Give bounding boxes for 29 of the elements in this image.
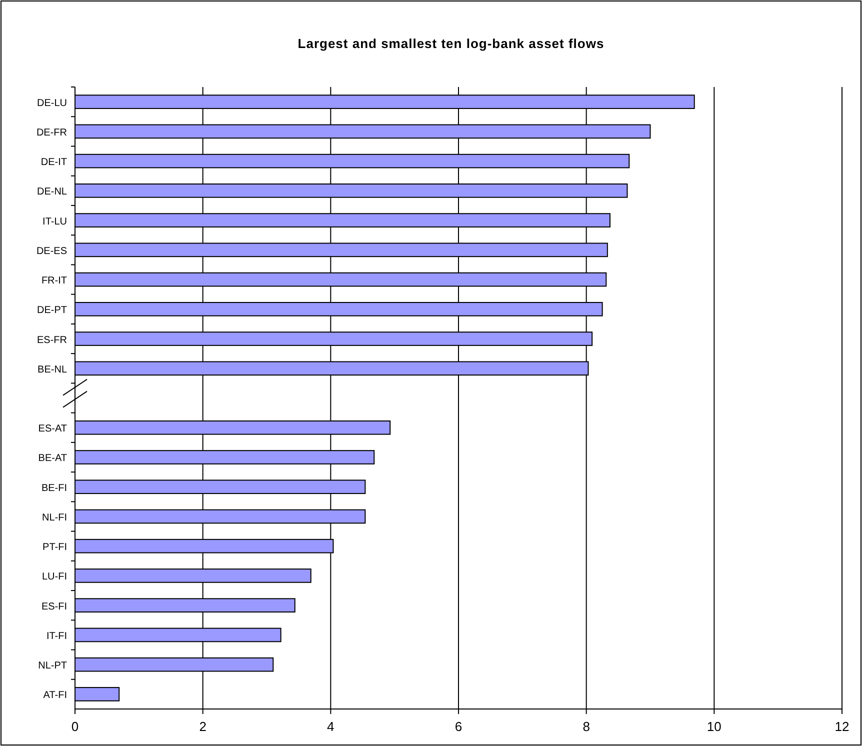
bar (74, 687, 120, 702)
y-tick-label: ES-AT (38, 424, 67, 435)
y-tick-label: AT-FI (43, 690, 67, 702)
y-tick-label: DE-NL (36, 186, 68, 198)
y-tick-label: NL-PT (38, 660, 67, 672)
y-tick-label: DE-LU (36, 98, 67, 109)
y-tick-label: ES-FI (41, 601, 67, 612)
y-tick-label: DE-ES (36, 246, 68, 257)
x-tick-label: 12 (834, 719, 850, 734)
x-tick-label: 8 (582, 719, 590, 734)
y-tick-label: PT-FI (42, 542, 67, 554)
y-tick-label: DE-PT (37, 305, 67, 316)
x-tick-label: 10 (706, 719, 722, 734)
x-tick-label: 6 (454, 719, 462, 734)
y-tick-label: ES-FR (37, 334, 67, 346)
x-tick-label: 2 (199, 719, 206, 734)
y-tick-label: NL-FI (42, 512, 67, 524)
chart-title: Largest and smallest ten log-bank asset flows (298, 36, 604, 51)
y-tick-label: IT-LU (42, 216, 67, 228)
y-tick-label: BE-NL (38, 364, 68, 376)
x-tick-label: 4 (327, 719, 334, 734)
y-tick-label: BE-FI (41, 482, 67, 494)
y-tick-label: DE-FR (36, 127, 67, 138)
y-tick-label: IT-FI (46, 630, 67, 642)
y-tick-label: DE-IT (40, 157, 67, 168)
y-tick-label: FR-IT (41, 276, 67, 287)
y-tick-label: LU-FI (42, 572, 67, 583)
x-tick-label: 0 (71, 719, 79, 734)
y-tick-label: BE-AT (38, 453, 67, 464)
